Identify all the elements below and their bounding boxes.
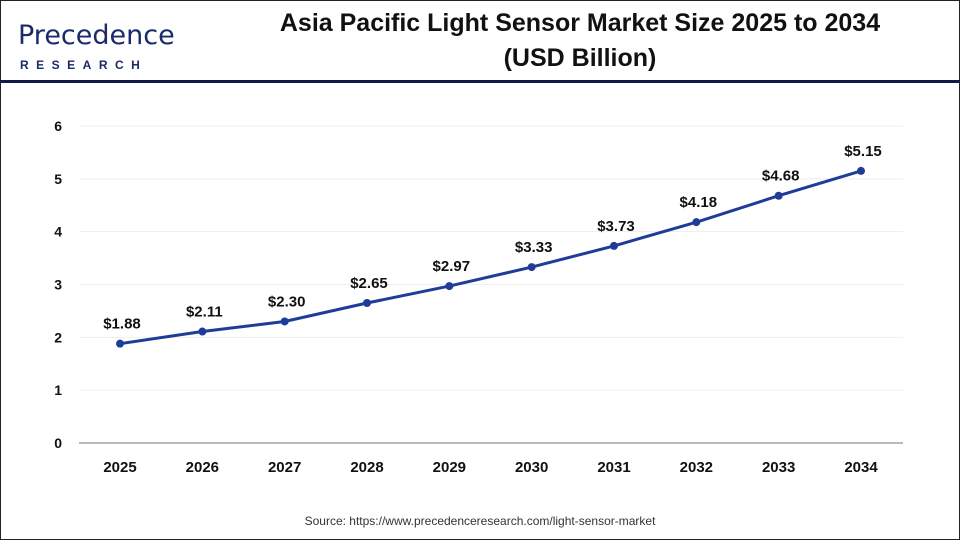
x-tick-label: 2030 — [515, 459, 548, 476]
x-tick-label: 2033 — [762, 459, 795, 476]
y-tick-label: 1 — [54, 382, 62, 398]
x-tick-label: 2031 — [597, 459, 630, 476]
y-tick-label: 2 — [54, 329, 62, 345]
source-note: Source: https://www.precedenceresearch.c… — [304, 514, 656, 528]
data-label: $2.65 — [350, 275, 388, 292]
x-tick-label: 2027 — [268, 459, 301, 476]
y-tick-label: 6 — [54, 118, 62, 134]
data-label: $4.18 — [680, 194, 718, 211]
x-tick-label: 2032 — [680, 459, 713, 476]
data-point — [363, 298, 371, 307]
data-label: $3.73 — [597, 218, 635, 235]
data-label: $2.97 — [433, 258, 471, 275]
data-point — [280, 317, 289, 326]
precedence-research-logo: Precedence RESEARCH — [18, 20, 175, 72]
x-tick-label: 2025 — [103, 459, 136, 476]
logo-sub-text: RESEARCH — [20, 58, 148, 72]
data-point — [857, 166, 865, 175]
x-tick-label: 2034 — [844, 459, 878, 476]
x-tick-label: 2026 — [186, 459, 219, 476]
header-divider — [0, 80, 960, 83]
logo-main-text: Precedence — [18, 20, 175, 51]
series-line — [119, 169, 862, 346]
chart-title-line2: (USD Billion) — [503, 44, 657, 72]
data-label: $4.68 — [762, 168, 800, 185]
data-point — [774, 191, 783, 200]
chart-title-line1: Asia Pacific Light Sensor Market Size 20… — [279, 9, 881, 37]
data-point — [116, 339, 124, 348]
y-tick-label: 5 — [54, 171, 62, 187]
x-tick-label: 2029 — [433, 459, 466, 476]
y-tick-label: 3 — [54, 277, 62, 293]
data-point — [445, 282, 454, 291]
x-tick-label: 2028 — [350, 459, 383, 476]
y-tick-label: 4 — [54, 224, 62, 240]
data-point — [527, 263, 536, 272]
y-tick-label: 0 — [54, 435, 62, 451]
data-label: $5.15 — [844, 143, 882, 160]
data-label: $1.88 — [103, 316, 141, 333]
data-point — [198, 327, 207, 336]
data-label: $2.11 — [186, 304, 223, 321]
data-label: $3.33 — [515, 239, 553, 256]
chart-title: Asia Pacific Light Sensor Market Size 20… — [200, 6, 960, 76]
data-point — [692, 218, 701, 227]
data-point — [610, 241, 618, 250]
data-label: $2.30 — [268, 293, 306, 310]
